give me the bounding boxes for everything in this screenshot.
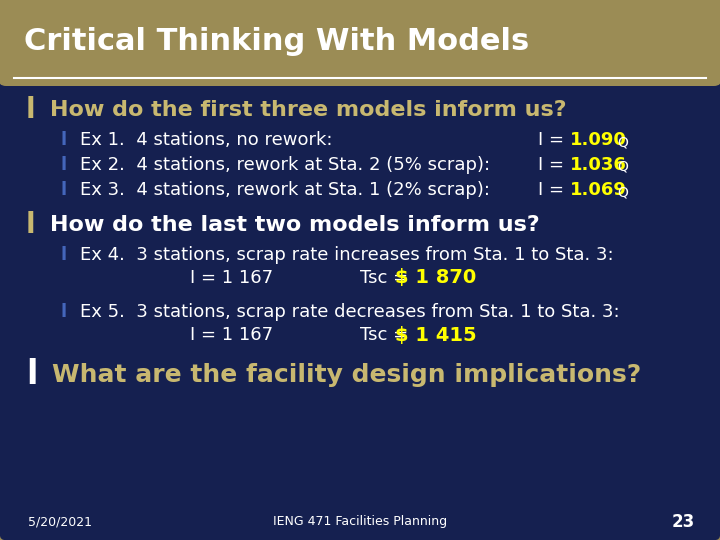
Text: l: l xyxy=(60,303,66,321)
Text: How do the last two models inform us?: How do the last two models inform us? xyxy=(50,215,540,235)
Text: l: l xyxy=(26,359,37,392)
Text: l: l xyxy=(60,246,66,264)
Text: 1.036: 1.036 xyxy=(570,156,627,174)
Text: How do the first three models inform us?: How do the first three models inform us? xyxy=(50,100,567,120)
Text: l: l xyxy=(60,156,66,174)
Text: $ 1 870: $ 1 870 xyxy=(395,268,476,287)
Text: l: l xyxy=(60,181,66,199)
Text: Ex 1.  4 stations, no rework:: Ex 1. 4 stations, no rework: xyxy=(80,131,333,149)
Text: I = 1 167: I = 1 167 xyxy=(190,269,273,287)
Text: I =: I = xyxy=(539,156,570,174)
Text: Tsc =: Tsc = xyxy=(360,269,414,287)
Text: Q: Q xyxy=(617,185,628,199)
Text: Critical Thinking With Models: Critical Thinking With Models xyxy=(24,28,529,57)
Text: 5/20/2021: 5/20/2021 xyxy=(28,516,92,529)
Text: IENG 471 Facilities Planning: IENG 471 Facilities Planning xyxy=(273,516,447,529)
Text: 1.069: 1.069 xyxy=(570,181,627,199)
Text: 1.090: 1.090 xyxy=(570,131,627,149)
Bar xyxy=(6,42,714,78)
Text: l: l xyxy=(26,211,35,239)
Text: Ex 4.  3 stations, scrap rate increases from Sta. 1 to Sta. 3:: Ex 4. 3 stations, scrap rate increases f… xyxy=(80,246,613,264)
Text: l: l xyxy=(26,96,35,124)
Text: l: l xyxy=(60,131,66,149)
Text: Ex 3.  4 stations, rework at Sta. 1 (2% scrap):: Ex 3. 4 stations, rework at Sta. 1 (2% s… xyxy=(80,181,490,199)
Text: I = 1 167: I = 1 167 xyxy=(190,326,273,344)
FancyBboxPatch shape xyxy=(0,0,720,86)
Text: $ 1 415: $ 1 415 xyxy=(395,326,477,345)
Text: What are the facility design implications?: What are the facility design implication… xyxy=(52,363,642,387)
Text: Ex 5.  3 stations, scrap rate decreases from Sta. 1 to Sta. 3:: Ex 5. 3 stations, scrap rate decreases f… xyxy=(80,303,620,321)
Text: I =: I = xyxy=(539,131,570,149)
Text: I =: I = xyxy=(539,181,570,199)
Text: Q: Q xyxy=(617,160,628,174)
Text: Q: Q xyxy=(617,135,628,149)
Text: Ex 2.  4 stations, rework at Sta. 2 (5% scrap):: Ex 2. 4 stations, rework at Sta. 2 (5% s… xyxy=(80,156,490,174)
Text: 23: 23 xyxy=(672,513,695,531)
Text: Tsc =: Tsc = xyxy=(360,326,414,344)
